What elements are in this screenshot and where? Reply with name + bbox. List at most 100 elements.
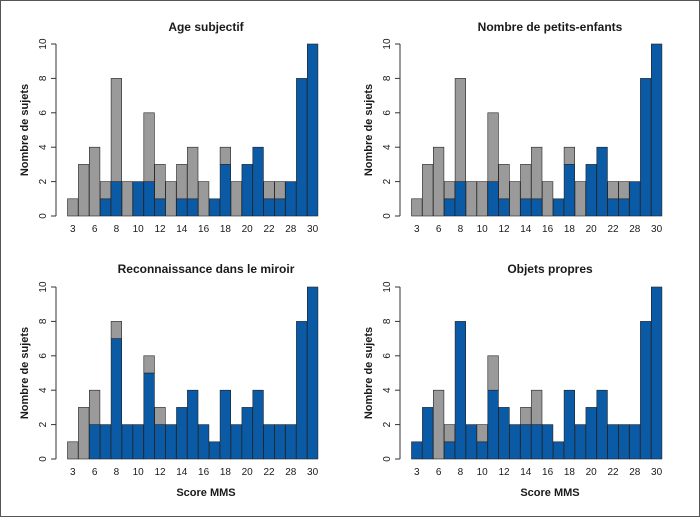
bar-blue-7 [99,424,112,460]
bar-blue-11 [487,389,499,460]
y-tick-label: 10 [382,281,393,293]
x-tick-label: 3 [414,467,420,478]
bar-grey-19 [230,181,242,217]
bar-grey-11 [143,355,155,374]
bar-blue-28 [285,424,297,460]
bar-blue-14 [176,407,188,460]
y-tick-label: 8 [382,318,393,324]
y-tick-label: 6 [382,353,393,359]
chart-panel-1: Age subjectif Nombre de sujets 0 2 4 6 8 10 3 6 8 1… [19,20,319,235]
bar-grey-14 [176,164,188,200]
y-tick-label: 8 [382,75,393,81]
x-tick-label: 12 [154,224,166,235]
bar-grey-6 [432,146,445,217]
chart-title: Nombre de petits-enfants [478,20,623,34]
bar-grey-23 [618,181,630,200]
bar-blue-16 [541,424,554,460]
bar-grey-4 [78,407,90,460]
bar-blue-21 [252,389,264,460]
chart-title: Age subjectif [168,20,244,34]
y-axis-label: Nombre de sujets [363,327,375,419]
bar-blue-19 [574,424,586,460]
bar-blue-30 [650,286,663,460]
bar-blue-23 [274,198,286,217]
bar-grey-4 [422,164,434,217]
x-tick-label: 20 [242,224,254,235]
x-tick-label: 8 [458,467,464,478]
bar-blue-15 [531,198,543,217]
x-tick-label: 6 [92,224,98,235]
bar-blue-17 [552,198,565,217]
bar-grey-10 [476,181,488,217]
bar-blue-14 [176,198,188,217]
bar-grey-19 [574,181,586,217]
bar-grey-16 [198,181,210,217]
bar-blue-16 [198,424,210,460]
bar-blue-28 [629,424,641,460]
bar-blue-3 [411,441,423,460]
bar-blue-12 [154,198,166,217]
bar-blue-14 [520,198,532,217]
x-tick-label: 16 [198,467,210,478]
x-tick-label: 28 [285,467,297,478]
bar-blue-21 [596,389,608,460]
y-axis-label: Nombre de sujets [19,84,31,176]
bar-blue-29 [296,78,308,217]
bar-blue-7 [443,441,456,460]
x-tick-label: 20 [586,467,598,478]
bar-blue-23 [618,424,630,460]
x-tick-label: 30 [651,224,663,235]
x-tick-label: 3 [70,224,76,235]
y-tick-label: 0 [38,456,49,462]
bar-grey-11 [143,112,155,182]
y-tick-label: 4 [38,144,49,150]
x-tick-label: 12 [498,467,510,478]
bar-blue-12 [154,424,166,460]
bar-grey-9 [121,181,133,217]
bar-blue-4 [422,407,434,460]
x-tick-label: 22 [607,467,619,478]
bar-grey-12 [154,164,166,200]
x-tick-label: 8 [114,224,120,235]
x-tick-label: 22 [263,224,275,235]
x-tick-label: 14 [520,467,532,478]
x-tick-label: 12 [498,224,510,235]
y-axis-label: Nombre de sujets [363,84,375,176]
x-tick-label: 30 [307,467,319,478]
bar-blue-29 [296,321,308,460]
bar-grey-7 [443,424,456,443]
chart-panel-4: Objets propres Nombre de sujets 0 2 4 6 8 10 3 6 8… [363,262,663,499]
y-tick-label: 4 [382,387,393,393]
bar-grey-12 [498,164,510,200]
bar-grey-23 [274,181,286,200]
y-tick-label: 2 [38,178,49,184]
x-tick-label: 28 [629,224,641,235]
x-tick-label: 10 [133,467,145,478]
bar-grey-8 [110,78,122,182]
x-tick-label: 18 [220,467,232,478]
bar-blue-17 [208,441,221,460]
bar-blue-20 [585,407,597,460]
y-tick-label: 6 [38,353,49,359]
x-axis-label: Score MMS [176,487,235,499]
bar-blue-6 [89,424,101,460]
bar-grey-3 [411,198,423,217]
x-tick-label: 30 [651,467,663,478]
bar-blue-10 [132,424,144,460]
bar-blue-12 [498,407,510,460]
bar-blue-30 [306,43,319,217]
bar-blue-22 [263,424,275,460]
x-tick-label: 6 [92,467,98,478]
bar-blue-17 [552,441,565,460]
bar-blue-10 [476,441,488,460]
bar-blue-13 [165,424,177,460]
y-axis-label: Nombre de sujets [19,327,31,419]
y-tick-label: 8 [38,318,49,324]
bar-grey-22 [607,181,619,200]
bar-grey-3 [67,441,79,460]
bar-grey-7 [99,181,112,200]
bar-grey-15 [187,146,199,200]
bar-grey-13 [165,181,177,217]
